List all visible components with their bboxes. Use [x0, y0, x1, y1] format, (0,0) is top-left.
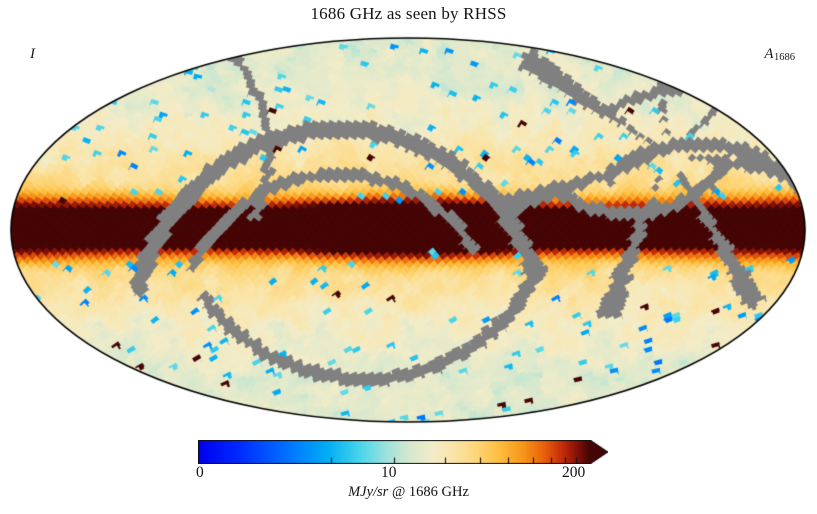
colorbar: 0 10 200 MJy/sr @ 1686 GHz: [0, 436, 817, 514]
page-title: 1686 GHz as seen by RHSS: [310, 4, 507, 23]
colorbar-gradient: [198, 440, 608, 464]
sky-map-panel: [9, 36, 807, 424]
colorbar-tick-label-min: 0: [196, 464, 204, 481]
colorbar-tick-label-max: 200: [562, 464, 586, 481]
colorbar-frequency: @ 1686 GHz: [391, 484, 469, 500]
colorbar-unit: MJy/sr: [348, 484, 389, 500]
colorbar-tick-label-mid: 10: [381, 464, 397, 481]
mollweide-sky-map: [9, 36, 807, 424]
colorbar-axis-label: MJy/sr @ 1686 GHz: [0, 484, 817, 501]
